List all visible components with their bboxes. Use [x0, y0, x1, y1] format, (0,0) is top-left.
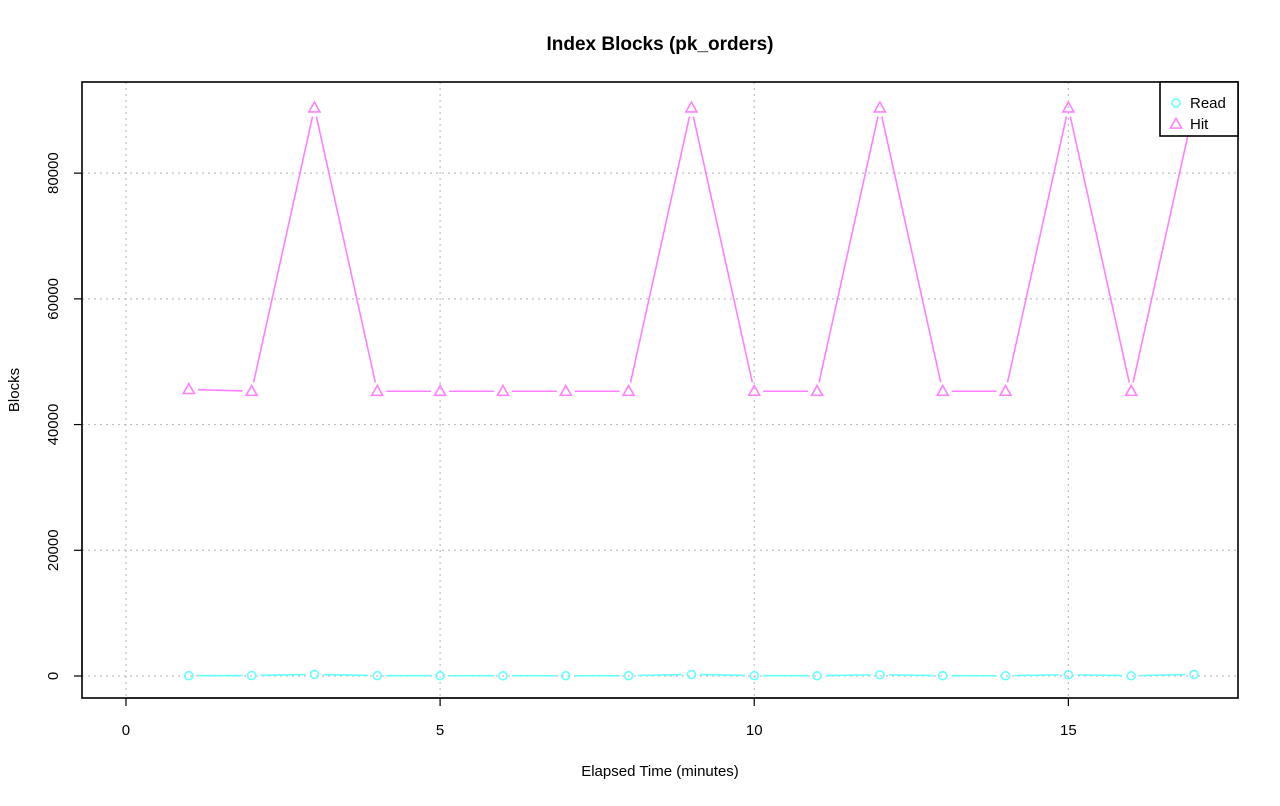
y-tick-label: 0: [45, 672, 62, 680]
hit-line-segment: [254, 117, 313, 383]
hit-line-segment: [1133, 117, 1192, 383]
hit-line-segment: [882, 117, 941, 383]
read-line-segment: [323, 675, 368, 676]
read-point: [876, 671, 884, 679]
y-axis: 0 20000 40000 60000 80000: [45, 152, 82, 680]
read-point: [310, 670, 318, 678]
hit-line-segment: [631, 117, 690, 383]
plot-frame: [82, 82, 1238, 698]
y-axis-label: Blocks: [6, 368, 23, 412]
legend: Read Hit: [1160, 82, 1238, 136]
read-point: [687, 670, 695, 678]
x-tick-label: 0: [122, 722, 130, 739]
hit-point: [183, 384, 194, 394]
hit-line-segment: [1007, 117, 1066, 383]
hit-line-segment: [819, 117, 878, 383]
y-tick-label: 40000: [45, 404, 62, 446]
chart-title: Index Blocks (pk_orders): [546, 34, 773, 55]
hit-point: [874, 102, 885, 112]
hit-point: [435, 385, 446, 395]
x-tick-label: 15: [1060, 722, 1077, 739]
hit-line-segment: [316, 117, 375, 383]
read-point: [1190, 670, 1198, 678]
hit-point: [309, 102, 320, 112]
series-read: [185, 670, 1198, 679]
x-tick-label: 5: [436, 722, 444, 739]
read-line-segment: [1140, 675, 1185, 676]
hit-point: [937, 385, 948, 395]
hit-point: [246, 385, 257, 395]
read-line-segment: [889, 675, 934, 676]
x-axis: 0 5 10 15: [122, 698, 1077, 739]
hit-point: [1000, 385, 1011, 395]
read-line-segment: [1015, 675, 1060, 676]
hit-point: [686, 102, 697, 112]
hit-line-segment: [198, 390, 243, 391]
hit-point: [372, 385, 383, 395]
x-tick-label: 10: [746, 722, 763, 739]
hit-point: [623, 385, 634, 395]
legend-read-label: Read: [1190, 95, 1226, 112]
read-line-segment: [261, 675, 306, 676]
read-point: [939, 672, 947, 680]
hit-line-segment: [1070, 117, 1129, 383]
read-line-segment: [638, 675, 683, 676]
read-point: [1002, 672, 1010, 680]
read-line-segment: [826, 675, 871, 676]
legend-hit-label: Hit: [1190, 116, 1209, 133]
read-line-segment: [1077, 675, 1122, 676]
y-tick-label: 80000: [45, 152, 62, 194]
y-tick-label: 60000: [45, 278, 62, 320]
hit-point: [560, 385, 571, 395]
hit-point: [812, 385, 823, 395]
hit-point: [497, 385, 508, 395]
y-tick-label: 20000: [45, 529, 62, 571]
series-layer: [183, 102, 1199, 680]
hit-line-segment: [693, 117, 752, 383]
series-hit: [183, 102, 1199, 395]
grid-layer: [82, 82, 1238, 698]
read-line-segment: [700, 675, 745, 676]
hit-point: [749, 385, 760, 395]
x-axis-label: Elapsed Time (minutes): [581, 763, 739, 780]
hit-point: [1126, 385, 1137, 395]
